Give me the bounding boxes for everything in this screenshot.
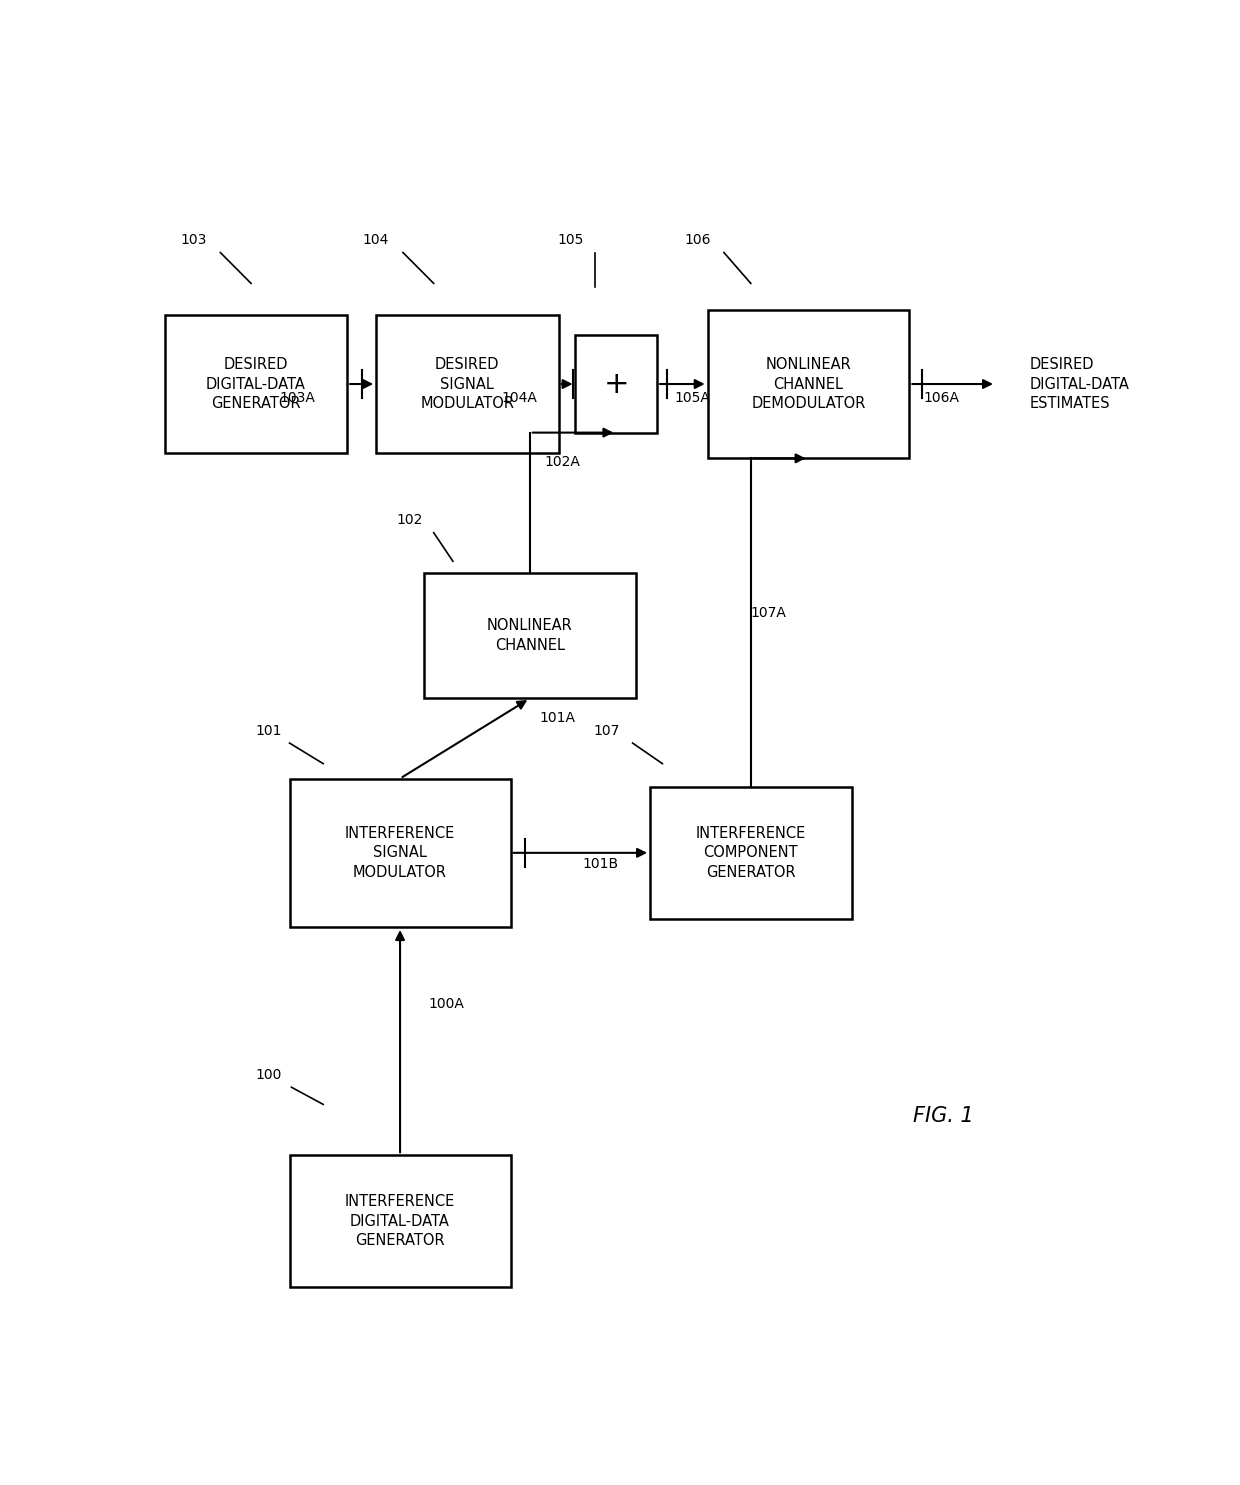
Text: FIG. 1: FIG. 1 (913, 1106, 973, 1126)
Text: 104: 104 (363, 233, 389, 247)
Text: NONLINEAR
CHANNEL
DEMODULATOR: NONLINEAR CHANNEL DEMODULATOR (751, 356, 866, 411)
Text: 106A: 106A (924, 391, 960, 405)
Text: 101A: 101A (539, 711, 575, 725)
Text: DESIRED
DIGITAL-DATA
ESTIMATES: DESIRED DIGITAL-DATA ESTIMATES (1029, 356, 1130, 411)
Text: +: + (604, 370, 629, 398)
Text: 100: 100 (255, 1068, 281, 1081)
Text: 106: 106 (684, 233, 712, 247)
Text: 103A: 103A (279, 391, 315, 405)
Text: NONLINEAR
CHANNEL: NONLINEAR CHANNEL (487, 618, 573, 653)
Bar (650, 787, 852, 919)
Bar (290, 778, 511, 927)
Text: INTERFERENCE
DIGITAL-DATA
GENERATOR: INTERFERENCE DIGITAL-DATA GENERATOR (345, 1194, 455, 1249)
Text: DESIRED
SIGNAL
MODULATOR: DESIRED SIGNAL MODULATOR (420, 356, 515, 411)
Text: 103: 103 (180, 233, 207, 247)
Bar (290, 1155, 511, 1287)
Text: 105: 105 (558, 233, 584, 247)
Text: INTERFERENCE
COMPONENT
GENERATOR: INTERFERENCE COMPONENT GENERATOR (696, 826, 806, 881)
Text: 102: 102 (397, 512, 423, 527)
Text: 101: 101 (255, 725, 281, 738)
Text: 104A: 104A (502, 391, 537, 405)
Bar (708, 310, 909, 459)
Text: INTERFERENCE
SIGNAL
MODULATOR: INTERFERENCE SIGNAL MODULATOR (345, 826, 455, 881)
Text: 102A: 102A (544, 454, 580, 469)
Text: 105A: 105A (675, 391, 709, 405)
Bar (376, 315, 558, 453)
Text: 107: 107 (594, 725, 620, 738)
Text: 101B: 101B (583, 857, 619, 872)
Text: 107A: 107A (751, 606, 786, 619)
Text: DESIRED
DIGITAL-DATA
GENERATOR: DESIRED DIGITAL-DATA GENERATOR (206, 356, 306, 411)
Text: 100A: 100A (429, 996, 465, 1011)
Bar (424, 573, 635, 698)
Bar (165, 315, 347, 453)
Bar (575, 336, 657, 432)
